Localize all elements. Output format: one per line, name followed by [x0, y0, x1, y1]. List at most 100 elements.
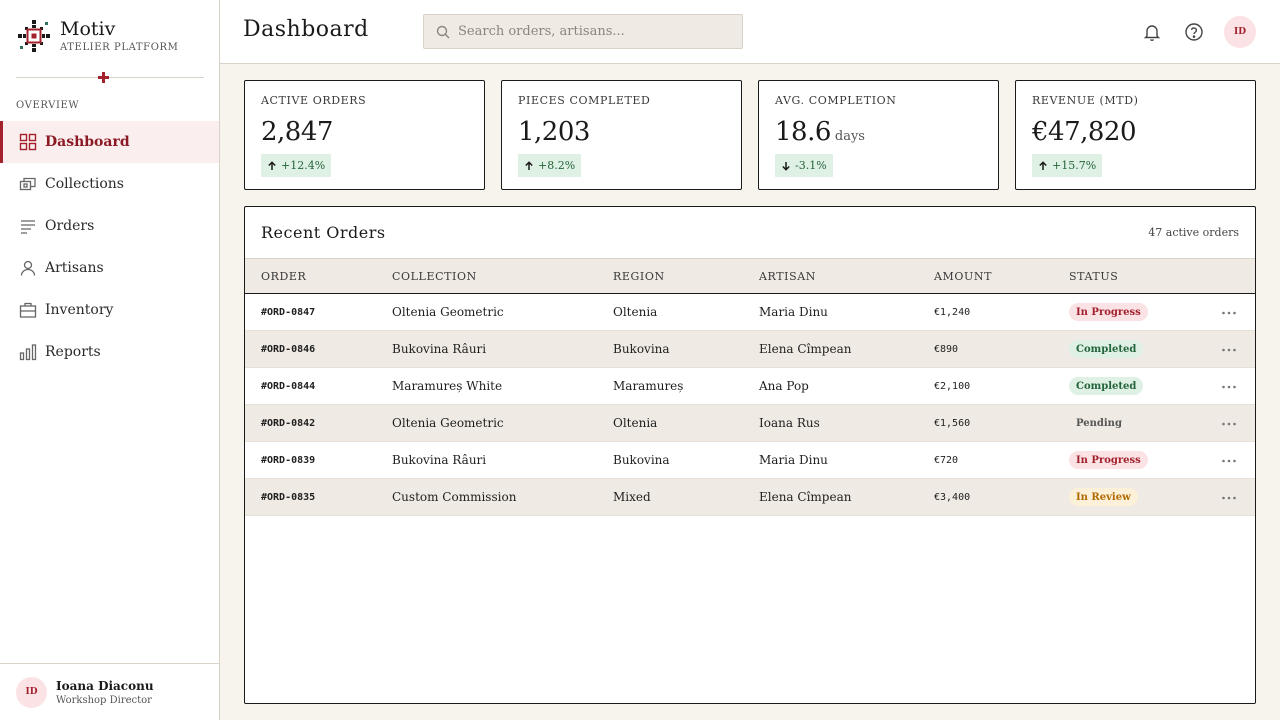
row-menu-button[interactable]	[1221, 305, 1237, 319]
row-menu-button[interactable]	[1221, 416, 1237, 430]
stat-delta-badge: +8.2%	[518, 154, 582, 177]
stat-delta-badge: +15.7%	[1032, 154, 1103, 177]
top-header: Dashboard ID	[220, 0, 1280, 64]
sidebar-item-collections[interactable]: Collections	[0, 163, 219, 205]
order-collection: Maramureș White	[392, 379, 503, 393]
user-role: Workshop Director	[56, 694, 152, 706]
row-menu-button[interactable]	[1221, 453, 1237, 467]
user-profile[interactable]: ID Ioana Diaconu Workshop Director	[0, 663, 219, 720]
sidebar-item-label: Orders	[45, 218, 95, 234]
order-amount: €720	[934, 455, 959, 466]
sidebar-item-orders[interactable]: Orders	[0, 205, 219, 247]
status-badge: Completed	[1069, 340, 1144, 358]
table-header: ORDER COLLECTION REGION ARTISAN AMOUNT S…	[245, 258, 1255, 294]
help-icon	[1185, 23, 1203, 41]
header-avatar[interactable]: ID	[1224, 16, 1256, 48]
brand-subtitle: ATELIER PLATFORM	[60, 42, 179, 53]
stat-delta-badge: -3.1%	[775, 154, 833, 177]
user-name: Ioana Diaconu	[56, 678, 154, 693]
table-row[interactable]: #ORD-0839 Bukovina Râuri Bukovina Maria …	[245, 442, 1255, 479]
order-amount: €2,100	[934, 381, 971, 392]
table-row[interactable]: #ORD-0846 Bukovina Râuri Bukovina Elena …	[245, 331, 1255, 368]
order-collection: Oltenia Geometric	[392, 305, 504, 319]
column-header-artisan[interactable]: ARTISAN	[759, 270, 817, 283]
row-menu-button[interactable]	[1221, 342, 1237, 356]
sidebar-item-artisans[interactable]: Artisans	[0, 247, 219, 289]
more-horizontal-icon	[1222, 385, 1236, 389]
column-header-collection[interactable]: COLLECTION	[392, 270, 477, 283]
order-region: Maramureș	[613, 379, 684, 393]
order-artisan: Elena Cîmpean	[759, 342, 852, 356]
order-id[interactable]: #ORD-0839	[261, 455, 316, 466]
more-horizontal-icon	[1222, 348, 1236, 352]
cross-ornament-icon	[98, 72, 109, 83]
column-header-order[interactable]: ORDER	[261, 270, 307, 283]
stat-label: AVG. COMPLETION	[775, 94, 897, 107]
row-menu-button[interactable]	[1221, 379, 1237, 393]
status-badge: Completed	[1069, 377, 1144, 395]
stat-card-revenue: REVENUE (MTD) €47,820 +15.7%	[1015, 80, 1256, 190]
recent-orders-panel: Recent Orders 47 active orders ORDER COL…	[244, 206, 1256, 704]
order-artisan: Ioana Rus	[759, 416, 820, 430]
column-header-amount[interactable]: AMOUNT	[934, 270, 993, 283]
briefcase-icon	[19, 301, 37, 319]
active-orders-count: 47 active orders	[1148, 226, 1239, 239]
arrow-down-icon	[782, 161, 790, 171]
column-header-region[interactable]: REGION	[613, 270, 665, 283]
table-row[interactable]: #ORD-0835 Custom Commission Mixed Elena …	[245, 479, 1255, 516]
order-id[interactable]: #ORD-0844	[261, 381, 316, 392]
row-menu-button[interactable]	[1221, 490, 1237, 504]
bell-icon	[1143, 25, 1161, 41]
table-row[interactable]: #ORD-0844 Maramureș White Maramureș Ana …	[245, 368, 1255, 405]
sidebar-item-label: Collections	[45, 176, 124, 192]
status-badge: In Progress	[1069, 451, 1148, 469]
column-header-status[interactable]: STATUS	[1069, 270, 1119, 283]
stat-value: €47,820	[1032, 117, 1137, 147]
search-icon	[436, 25, 450, 38]
sidebar-nav: Dashboard Collections Orders	[0, 121, 219, 373]
more-horizontal-icon	[1222, 422, 1236, 426]
more-horizontal-icon	[1222, 459, 1236, 463]
brand-name: Motiv	[60, 18, 116, 40]
help-button[interactable]	[1184, 22, 1204, 42]
order-collection: Custom Commission	[392, 490, 517, 504]
brand[interactable]: Motiv ATELIER PLATFORM	[18, 18, 178, 53]
sidebar-item-label: Artisans	[45, 260, 104, 276]
order-id[interactable]: #ORD-0835	[261, 492, 316, 503]
grid-icon	[19, 133, 37, 151]
sidebar-item-reports[interactable]: Reports	[0, 331, 219, 373]
panel-title: Recent Orders	[261, 223, 386, 242]
sidebar-item-label: Reports	[45, 344, 101, 360]
order-id[interactable]: #ORD-0842	[261, 418, 316, 429]
order-amount: €3,400	[934, 492, 971, 503]
status-badge: Pending	[1069, 414, 1129, 432]
search-box[interactable]	[423, 14, 743, 49]
order-artisan: Maria Dinu	[759, 453, 828, 467]
order-id[interactable]: #ORD-0847	[261, 307, 316, 318]
notifications-button[interactable]	[1142, 22, 1162, 42]
order-artisan: Maria Dinu	[759, 305, 828, 319]
collections-icon	[19, 175, 37, 193]
sidebar-item-dashboard[interactable]: Dashboard	[0, 121, 219, 163]
table-row[interactable]: #ORD-0847 Oltenia Geometric Oltenia Mari…	[245, 294, 1255, 331]
orders-table-body: #ORD-0847 Oltenia Geometric Oltenia Mari…	[245, 294, 1255, 516]
table-row[interactable]: #ORD-0842 Oltenia Geometric Oltenia Ioan…	[245, 405, 1255, 442]
stat-label: PIECES COMPLETED	[518, 94, 651, 107]
stat-card-avg-completion: AVG. COMPLETION 18.6 days -3.1%	[758, 80, 999, 190]
order-region: Oltenia	[613, 416, 658, 430]
sidebar-item-inventory[interactable]: Inventory	[0, 289, 219, 331]
user-icon	[19, 259, 37, 277]
stat-card-pieces-completed: PIECES COMPLETED 1,203 +8.2%	[501, 80, 742, 190]
stat-delta-badge: +12.4%	[261, 154, 332, 177]
search-input[interactable]	[458, 24, 738, 39]
order-id[interactable]: #ORD-0846	[261, 344, 316, 355]
nav-section-label: OVERVIEW	[16, 100, 80, 111]
order-artisan: Elena Cîmpean	[759, 490, 852, 504]
order-collection: Bukovina Râuri	[392, 342, 487, 356]
order-region: Mixed	[613, 490, 651, 504]
stat-label: ACTIVE ORDERS	[261, 94, 367, 107]
arrow-up-icon	[525, 160, 533, 170]
order-amount: €1,560	[934, 418, 971, 429]
page-title: Dashboard	[243, 17, 369, 42]
status-badge: In Progress	[1069, 303, 1148, 321]
